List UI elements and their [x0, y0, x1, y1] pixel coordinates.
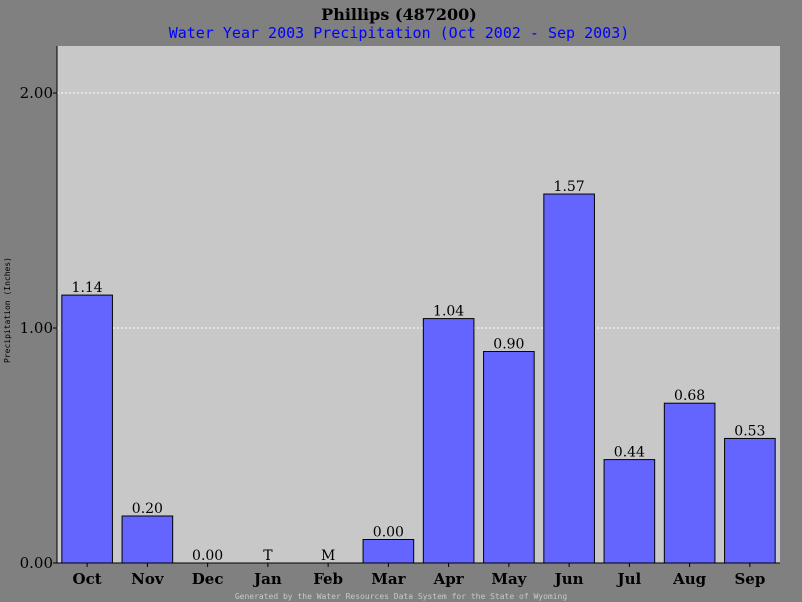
x-tick-nov: Nov	[131, 570, 165, 588]
x-tick-may: May	[491, 570, 527, 588]
y-tick-label: 0.00	[20, 554, 53, 572]
x-tick-feb: Feb	[313, 570, 343, 588]
data-label-sep: 0.53	[734, 423, 765, 439]
y-tick-label: 1.00	[20, 319, 53, 337]
data-label-feb: M	[321, 548, 335, 564]
plot-area: 0.00 1.00 2.00 1.14 Oct 0.20 Nov 0.00 Dec T Jan M Fe…	[20, 46, 780, 588]
x-tick-mar: Mar	[371, 570, 406, 588]
data-label-jun: 1.57	[554, 179, 585, 195]
bar-aug	[663, 402, 716, 564]
data-label-apr: 1.04	[433, 304, 464, 320]
data-label-jul: 0.44	[614, 445, 645, 461]
x-tick-aug: Aug	[672, 570, 707, 588]
bar-oct	[61, 294, 113, 564]
x-tick-dec: Dec	[192, 570, 224, 588]
chart-title: Phillips (487200)	[321, 5, 477, 24]
x-tick-jul: Jul	[616, 570, 642, 588]
data-label-jan: T	[263, 548, 273, 564]
data-label-dec: 0.00	[192, 548, 223, 564]
bar-apr	[422, 318, 475, 564]
x-tick-apr: Apr	[433, 570, 465, 588]
bar-sep	[724, 437, 776, 564]
plot-background	[57, 46, 780, 563]
y-axis-label: Precipitation (Inches)	[3, 257, 12, 363]
bar-may	[483, 351, 535, 564]
x-tick-jan: Jan	[252, 570, 282, 588]
data-label-may: 0.90	[493, 337, 524, 353]
data-label-aug: 0.68	[674, 388, 705, 404]
x-tick-oct: Oct	[73, 570, 102, 588]
data-label-nov: 0.20	[132, 501, 163, 517]
footer-credit: Generated by the Water Resources Data Sy…	[235, 592, 568, 601]
y-tick-label: 2.00	[20, 84, 53, 102]
bar-mar	[362, 539, 415, 564]
bar-nov	[121, 515, 174, 564]
x-tick-sep: Sep	[734, 570, 765, 588]
bar-jun	[543, 193, 595, 564]
data-label-oct: 1.14	[72, 280, 103, 296]
x-tick-jun: Jun	[553, 570, 584, 588]
bar-jul	[603, 459, 656, 564]
data-label-mar: 0.00	[373, 525, 404, 541]
chart-subtitle: Water Year 2003 Precipitation (Oct 2002 …	[169, 24, 630, 42]
